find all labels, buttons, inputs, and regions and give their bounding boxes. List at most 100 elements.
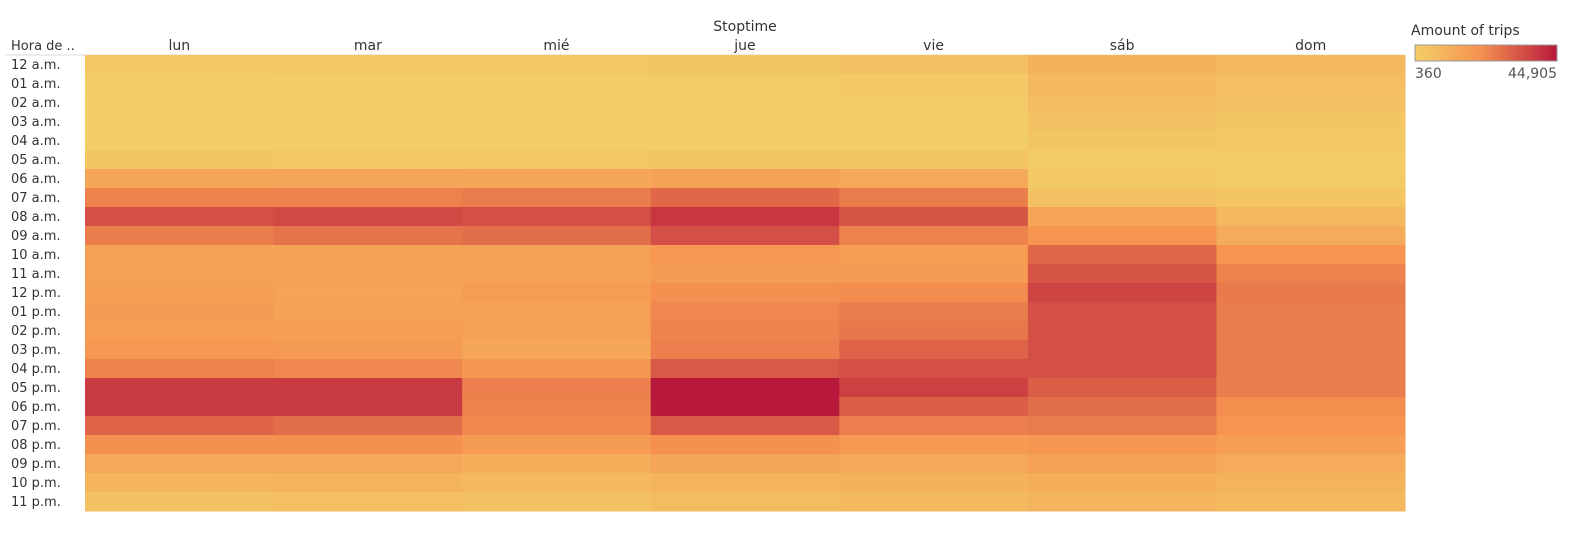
heatmap-cell: [1216, 93, 1406, 113]
heatmap-cell: [839, 435, 1029, 455]
column-label: jue: [733, 38, 755, 54]
heatmap-cell: [462, 93, 652, 113]
heatmap-cell: [85, 245, 275, 265]
column-label: mar: [354, 38, 382, 54]
heatmap-cell: [462, 397, 652, 417]
heatmap-cell: [839, 150, 1029, 170]
heatmap-cell: [1027, 359, 1217, 379]
heatmap-cell: [1216, 302, 1406, 322]
heatmap-cell: [85, 454, 275, 474]
heatmap-cell: [650, 74, 840, 94]
heatmap-cell: [85, 131, 275, 151]
heatmap-cell: [1027, 302, 1217, 322]
row-label: 12 p.m.: [11, 286, 61, 301]
row-label: 06 a.m.: [11, 172, 61, 187]
legend-max-label: 44,905: [1508, 66, 1557, 82]
heatmap-cell: [650, 169, 840, 189]
heatmap-cell: [1027, 473, 1217, 493]
row-label: 04 a.m.: [11, 134, 61, 149]
row-label: 03 p.m.: [11, 343, 61, 358]
heatmap-cell: [650, 245, 840, 265]
heatmap-cell: [1027, 131, 1217, 151]
heatmap-cell: [650, 378, 840, 398]
heatmap-cell: [1216, 340, 1406, 360]
heatmap-cell: [273, 340, 463, 360]
row-label: 08 p.m.: [11, 438, 61, 453]
heatmap-cell: [273, 416, 463, 436]
heatmap-cell: [839, 245, 1029, 265]
color-legend: Amount of trips 360 44,905: [1411, 23, 1558, 82]
heatmap-cell: [1216, 435, 1406, 455]
heatmap-cell: [839, 321, 1029, 341]
row-label: 12 a.m.: [11, 58, 61, 73]
heatmap-cell: [273, 359, 463, 379]
heatmap-cell: [273, 150, 463, 170]
heatmap-cell: [462, 226, 652, 246]
heatmap-cell: [839, 131, 1029, 151]
heatmap-cell: [85, 359, 275, 379]
heatmap-cell: [839, 359, 1029, 379]
heatmap-cell: [85, 435, 275, 455]
heatmap-cell: [273, 93, 463, 113]
heatmap-cell: [85, 93, 275, 113]
heatmap-cell: [462, 112, 652, 132]
heatmap-cell: [1216, 416, 1406, 436]
heatmap-cell: [462, 416, 652, 436]
heatmap-cell: [839, 112, 1029, 132]
heatmap-cell: [650, 321, 840, 341]
heatmap-cell: [1027, 435, 1217, 455]
heatmap-cell: [273, 378, 463, 398]
heatmap-cell: [839, 188, 1029, 208]
heatmap-cell: [839, 226, 1029, 246]
row-label: 02 p.m.: [11, 324, 61, 339]
heatmap-cell: [462, 150, 652, 170]
heatmap-cell: [650, 492, 840, 512]
column-label: vie: [923, 38, 944, 54]
heatmap-cell: [85, 55, 275, 75]
heatmap-cell: [1216, 397, 1406, 417]
heatmap-cell: [1027, 340, 1217, 360]
heatmap-cell: [85, 492, 275, 512]
heatmap-cell: [650, 473, 840, 493]
heatmap-cell: [1027, 454, 1217, 474]
heatmap-cell: [1027, 283, 1217, 303]
heatmap-cell: [462, 245, 652, 265]
heatmap-cell: [462, 321, 652, 341]
heatmap-cell: [839, 302, 1029, 322]
heatmap-cell: [839, 492, 1029, 512]
row-label: 09 a.m.: [11, 229, 61, 244]
heatmap-cell: [1216, 378, 1406, 398]
heatmap-cell: [462, 340, 652, 360]
heatmap-cell: [273, 188, 463, 208]
heatmap-cell: [273, 245, 463, 265]
heatmap-cell: [1027, 492, 1217, 512]
heatmap-cell: [85, 302, 275, 322]
heatmap-cell: [462, 378, 652, 398]
heatmap-cell: [462, 435, 652, 455]
heatmap-cell: [650, 93, 840, 113]
heatmap-cell: [1027, 397, 1217, 417]
heatmap-cell: [273, 112, 463, 132]
heatmap-cell: [650, 188, 840, 208]
row-label: 03 a.m.: [11, 115, 61, 130]
heatmap-cell: [1216, 74, 1406, 94]
heatmap-cell: [650, 454, 840, 474]
heatmap-cell: [1216, 55, 1406, 75]
heatmap-cell: [839, 378, 1029, 398]
heatmap-cell: [85, 74, 275, 94]
heatmap-cell: [839, 169, 1029, 189]
heatmap-cell: [273, 169, 463, 189]
heatmap-cell: [462, 473, 652, 493]
row-label: 01 p.m.: [11, 305, 61, 320]
heatmap-cell: [1027, 226, 1217, 246]
heatmap-cell: [273, 473, 463, 493]
heatmap-cell: [85, 188, 275, 208]
heatmap-cell: [462, 359, 652, 379]
heatmap-cell: [650, 359, 840, 379]
heatmap-cell: [273, 74, 463, 94]
heatmap-cell: [839, 93, 1029, 113]
heatmap-cell: [1216, 283, 1406, 303]
heatmap-cell: [1216, 245, 1406, 265]
heatmap-cell: [462, 169, 652, 189]
